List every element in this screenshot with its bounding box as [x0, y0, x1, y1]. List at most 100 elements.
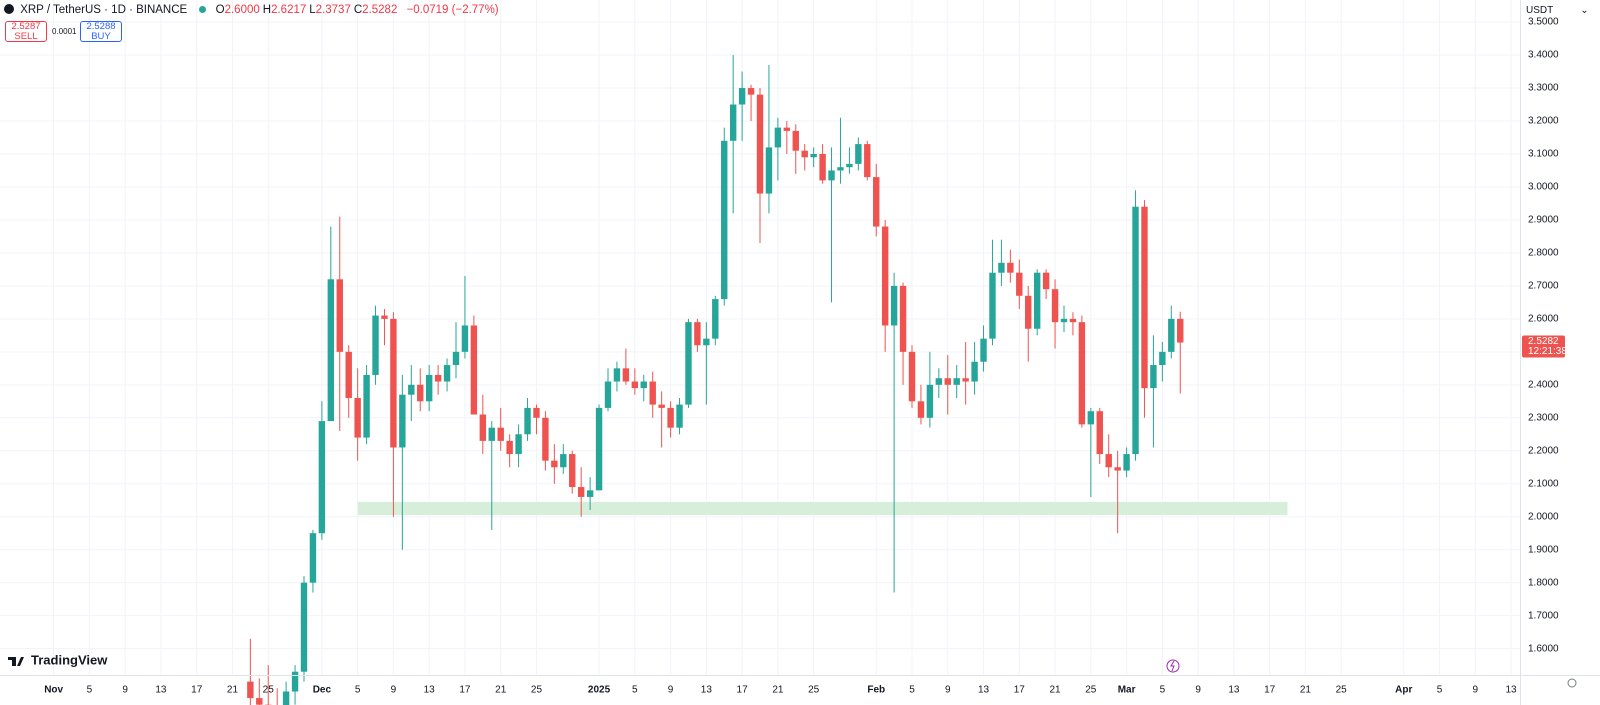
candle-body [247, 681, 254, 699]
y-tick-label: 3.0000 [1528, 182, 1559, 193]
x-tick-label: 2025 [588, 685, 611, 696]
ohlc-value: 2.6000 [224, 4, 260, 16]
y-tick-label: 3.1000 [1528, 149, 1559, 160]
candle-body [846, 163, 853, 168]
x-tick-label: 5 [355, 685, 361, 696]
candle-body [676, 404, 683, 428]
x-tick-label: 9 [391, 685, 397, 696]
candle-body [685, 322, 692, 405]
y-tick-label: 2.7000 [1528, 281, 1559, 292]
y-tick-label: 2.4000 [1528, 379, 1559, 390]
candle-body [461, 325, 469, 352]
candle-body [1168, 318, 1175, 352]
logo-text: TradingView [31, 652, 108, 667]
candle-body [363, 374, 370, 438]
candle-body [1132, 206, 1139, 455]
support-zone [357, 501, 1288, 516]
candle-body [256, 698, 263, 705]
candle-body [479, 414, 487, 441]
candle-body [640, 381, 647, 389]
y-tick-label: 3.2000 [1528, 116, 1559, 127]
candle-body [1016, 272, 1023, 296]
buy-button[interactable]: 2.5288 BUY [80, 21, 122, 42]
x-tick-label: 21 [227, 685, 239, 696]
y-tick-label: 2.8000 [1528, 248, 1559, 259]
x-tick-label: Apr [1395, 685, 1412, 696]
candle-body [345, 351, 352, 399]
ohlc-key: L [309, 4, 316, 16]
candle-body [497, 427, 504, 441]
candle-body [694, 322, 701, 346]
candle-body [962, 378, 969, 382]
candle-body [1060, 318, 1068, 323]
logo: TradingView [8, 652, 108, 667]
candle-body [738, 88, 746, 105]
candle-body [434, 374, 442, 382]
candle-body [1105, 454, 1112, 468]
symbol-icon [4, 4, 14, 14]
candle-body [873, 177, 880, 227]
candle-body [837, 167, 844, 171]
ohlc-key: O [215, 4, 225, 16]
ohlc-value: 2.5282 [362, 4, 398, 16]
candle-body [792, 130, 799, 151]
candle-body [631, 381, 639, 389]
y-tick-label: 3.5000 [1528, 17, 1559, 28]
y-tick-label: 1.8000 [1528, 577, 1559, 588]
candle-body [408, 384, 415, 395]
x-tick-label: 5 [1160, 685, 1166, 696]
candle-body [577, 487, 585, 497]
x-tick-label: 13 [155, 685, 167, 696]
candle-body [810, 153, 817, 158]
x-tick-label: 25 [531, 685, 543, 696]
candle-body [300, 582, 308, 672]
x-tick-label: 13 [701, 685, 713, 696]
x-tick-label: 21 [495, 685, 507, 696]
spread: 0.0001 [52, 27, 77, 36]
candle-body [1114, 467, 1121, 471]
candle-body [1141, 206, 1148, 389]
candle-body [935, 378, 943, 385]
x-tick-label: 17 [191, 685, 203, 696]
y-tick-label: 2.6000 [1528, 314, 1559, 325]
candle-body [622, 368, 630, 382]
candle-body [318, 421, 326, 534]
candle-body [765, 147, 773, 194]
candle-body [971, 361, 978, 382]
candle-body [756, 94, 764, 194]
x-tick-label: 13 [978, 685, 990, 696]
candle-body [917, 401, 925, 418]
x-tick-label: 13 [1228, 685, 1240, 696]
candle-body [506, 440, 513, 455]
currency-dropdown[interactable]: USDT ⌄ [1526, 5, 1589, 16]
candle-body [488, 427, 495, 441]
x-tick-label: 25 [263, 685, 275, 696]
candle-body [774, 127, 782, 148]
x-tick-label: 17 [737, 685, 749, 696]
candle-body [1150, 365, 1157, 389]
x-tick-label: 9 [668, 685, 674, 696]
candle-body [890, 285, 898, 326]
x-tick-label: 13 [424, 685, 436, 696]
symbol: XRP / TetherUS · 1D · BINANCE [20, 4, 188, 16]
sell-button[interactable]: 2.5287 SELL [5, 21, 47, 42]
y-tick-label: 2.9000 [1528, 215, 1559, 226]
settings-icon[interactable] [1567, 678, 1577, 688]
candle-body [1159, 351, 1166, 366]
candle-body [372, 315, 379, 375]
candle-body [953, 378, 960, 385]
countdown-label: 12:21:38 [1528, 346, 1567, 357]
change: −0.0719 (−2.77%) [406, 4, 499, 16]
candle-body [452, 351, 460, 366]
y-tick-label: 3.4000 [1528, 50, 1559, 61]
y-tick-label: 2.0000 [1528, 511, 1559, 522]
candle-body [595, 407, 603, 491]
x-tick-label: 13 [1505, 685, 1517, 696]
candle-body [1042, 272, 1050, 290]
candle-body [658, 404, 665, 408]
candle-body [1025, 295, 1032, 329]
candle-body [721, 140, 728, 300]
alert-icon[interactable] [1166, 659, 1180, 673]
y-tick-label: 3.3000 [1528, 83, 1559, 94]
